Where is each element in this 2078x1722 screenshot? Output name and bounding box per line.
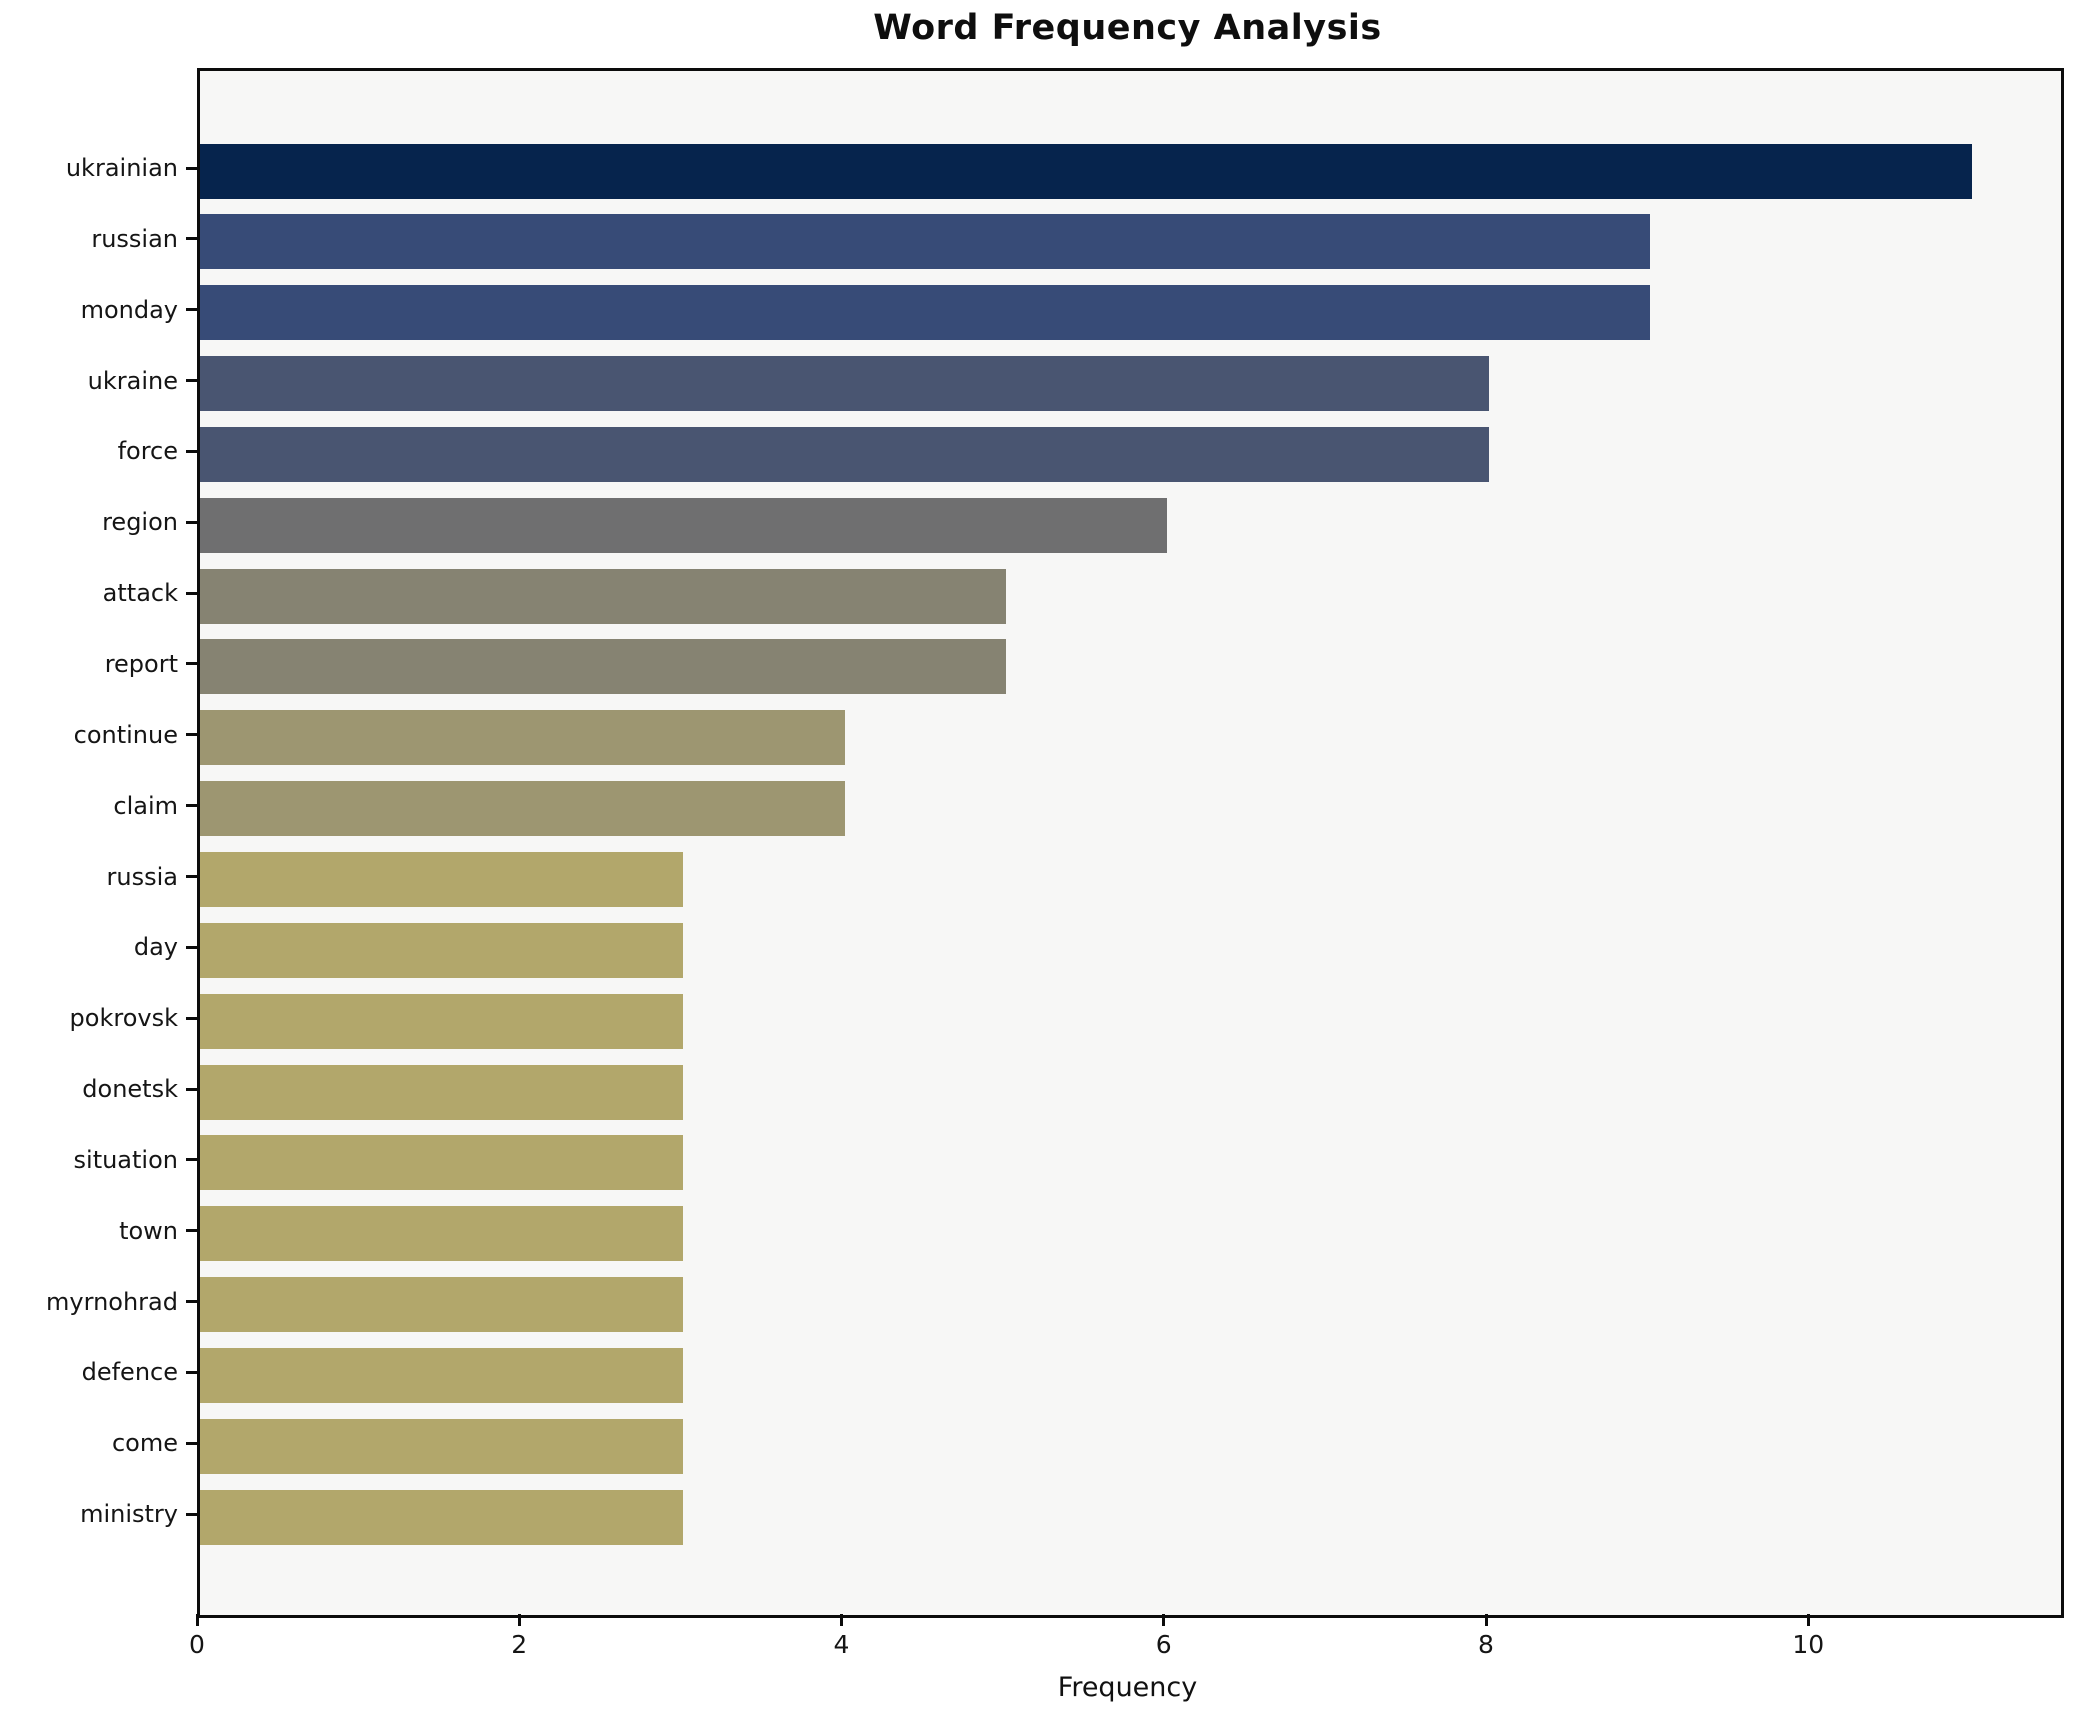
x-tick-label-10: 10	[1792, 1630, 1825, 1659]
x-tick-mark	[1484, 1614, 1488, 1626]
y-tick-label-day: day	[133, 933, 178, 962]
y-tick-mark	[186, 1016, 197, 1020]
bar-donetsk	[200, 1064, 684, 1120]
bar-russian	[200, 214, 1651, 270]
bar-situation	[200, 1135, 684, 1191]
x-axis-title: Frequency	[1057, 1672, 1198, 1703]
x-tick-mark	[195, 1614, 199, 1626]
bar-claim	[200, 781, 845, 837]
y-tick-mark	[186, 166, 197, 170]
y-tick-mark	[186, 662, 197, 666]
y-tick-mark	[186, 1512, 197, 1516]
y-tick-label-report: report	[104, 649, 178, 678]
bar-come	[200, 1418, 684, 1474]
y-tick-label-attack: attack	[102, 579, 178, 608]
bar-pokrovsk	[200, 993, 684, 1049]
y-tick-label-town: town	[119, 1216, 178, 1245]
y-tick-mark	[186, 520, 197, 524]
bar-ukrainian	[200, 143, 1973, 199]
bar-ministry	[200, 1489, 684, 1545]
bar-attack	[200, 568, 1006, 624]
y-tick-mark	[186, 379, 197, 383]
y-tick-label-pokrovsk: pokrovsk	[69, 1004, 178, 1033]
bar-myrnohrad	[200, 1277, 684, 1333]
y-tick-label-ukraine: ukraine	[87, 366, 178, 395]
plot-area	[197, 68, 2064, 1618]
y-tick-label-donetsk: donetsk	[82, 1075, 178, 1104]
y-tick-mark	[186, 449, 197, 453]
y-tick-label-continue: continue	[73, 720, 178, 749]
y-tick-label-defence: defence	[81, 1358, 178, 1387]
x-tick-mark	[840, 1614, 843, 1626]
y-tick-label-ministry: ministry	[80, 1500, 178, 1529]
chart-title: Word Frequency Analysis	[873, 8, 1382, 48]
x-tick-label-4: 4	[833, 1630, 850, 1659]
bar-force	[200, 426, 1489, 482]
x-tick-label-8: 8	[1478, 1630, 1494, 1659]
y-tick-label-situation: situation	[73, 1145, 178, 1174]
y-tick-label-claim: claim	[113, 791, 178, 820]
bar-town	[200, 1206, 684, 1262]
y-tick-label-russian: russian	[91, 224, 178, 253]
x-tick-mark	[517, 1614, 521, 1626]
bar-report	[200, 639, 1006, 695]
bar-day	[200, 922, 684, 978]
bar-region	[200, 497, 1167, 553]
y-tick-label-come: come	[111, 1429, 178, 1458]
y-tick-label-russia: russia	[106, 862, 178, 891]
y-tick-mark	[186, 591, 197, 595]
y-tick-mark	[186, 1370, 197, 1374]
y-tick-label-force: force	[117, 437, 178, 466]
y-tick-mark	[186, 1300, 197, 1304]
y-tick-mark	[186, 1087, 197, 1091]
y-tick-mark	[186, 308, 197, 312]
bar-ukraine	[200, 356, 1489, 412]
x-tick-mark	[1806, 1614, 1810, 1626]
y-tick-mark	[186, 1441, 197, 1445]
y-tick-mark	[186, 875, 197, 878]
y-tick-mark	[186, 804, 197, 808]
y-tick-mark	[186, 945, 197, 949]
y-tick-mark	[186, 237, 197, 241]
x-tick-label-2: 2	[511, 1630, 528, 1659]
bar-monday	[200, 285, 1651, 341]
x-tick-mark	[1162, 1614, 1166, 1626]
y-tick-label-myrnohrad: myrnohrad	[46, 1287, 178, 1316]
y-tick-label-monday: monday	[80, 295, 178, 324]
y-tick-label-ukrainian: ukrainian	[65, 154, 178, 182]
y-tick-mark	[186, 1229, 197, 1233]
y-tick-mark	[186, 1158, 197, 1162]
x-tick-label-6: 6	[1155, 1630, 1172, 1659]
y-tick-mark	[186, 733, 197, 737]
bar-russia	[200, 852, 684, 907]
bar-defence	[200, 1347, 684, 1403]
bars-container	[200, 71, 2061, 1615]
y-tick-label-region: region	[102, 508, 178, 537]
bar-continue	[200, 710, 845, 766]
x-tick-label-0: 0	[189, 1630, 205, 1659]
